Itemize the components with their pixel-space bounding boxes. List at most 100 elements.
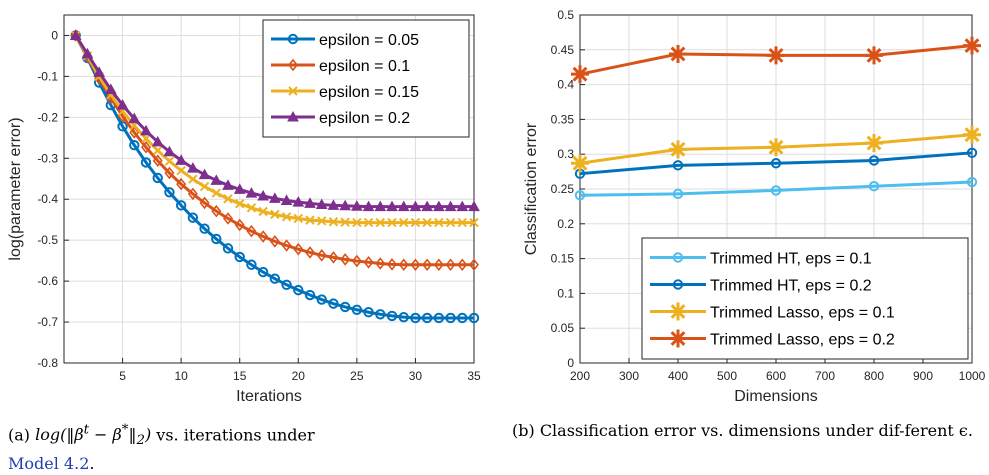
data-point <box>246 259 257 270</box>
caption-b: (b) Classification error vs. dimensions … <box>512 421 973 440</box>
data-point <box>422 217 432 228</box>
data-point <box>140 157 152 168</box>
data-point <box>868 155 880 166</box>
y-tick-label: -0.5 <box>37 233 58 247</box>
caption-a-rest: vs. iterations under <box>151 425 315 445</box>
data-point <box>386 258 398 271</box>
data-point <box>457 217 467 228</box>
data-point <box>304 246 316 259</box>
data-point <box>339 199 351 211</box>
data-point <box>280 194 293 205</box>
series-line <box>579 180 973 197</box>
data-point <box>304 197 316 208</box>
y-tick-label: 0.4 <box>557 78 574 92</box>
series-1 <box>574 176 978 201</box>
legend-marker <box>288 86 298 96</box>
data-point <box>105 83 117 95</box>
legend-marker <box>287 110 299 122</box>
legend-entry: epsilon = 0.1 <box>271 58 410 75</box>
legend: Trimmed HT, eps = 0.1 Trimmed HT, eps = 0… <box>641 237 969 360</box>
data-point <box>363 217 374 228</box>
data-point <box>222 179 234 190</box>
data-point <box>187 212 199 223</box>
data-point <box>328 217 339 227</box>
data-point <box>293 242 304 256</box>
data-point <box>116 99 129 110</box>
data-point <box>422 258 433 272</box>
x-tick-label: 300 <box>619 369 639 383</box>
x-tick-label: 200 <box>570 369 590 383</box>
data-point <box>140 124 152 136</box>
y-tick-label: 0 <box>51 28 58 42</box>
y-tick-label: -0.1 <box>37 69 58 83</box>
data-point <box>340 217 350 227</box>
data-point <box>269 192 281 203</box>
chart-a: 5 10 15 20 25 30 35 0 -0.1 -0.2 -0.3 -0.4 -0.5 -0.6 -0… <box>7 14 481 405</box>
y-tick-label: -0.7 <box>37 315 58 329</box>
y-tick-label: 0.2 <box>557 217 574 231</box>
data-point <box>434 217 444 228</box>
legend-entry: epsilon = 0.15 <box>271 84 419 101</box>
legend-marker <box>287 58 299 72</box>
data-point <box>210 174 223 185</box>
caption-a-dot: . <box>89 453 95 473</box>
caption-a-expression: log(‖βt − β*‖2) <box>35 423 151 449</box>
data-point <box>339 301 351 313</box>
data-point <box>398 258 409 272</box>
caption-a-sub2: 2 <box>136 433 145 449</box>
x-axis-label: Iterations <box>236 388 302 405</box>
data-point <box>457 258 468 272</box>
data-point <box>340 253 351 266</box>
legend: epsilon = 0.05 epsilon = 0.1 epsilon = 0.1… <box>262 19 470 138</box>
data-point <box>571 154 589 173</box>
legend-entry: Trimmed HT, eps = 0.1 <box>650 251 872 268</box>
data-point <box>257 266 269 278</box>
data-point <box>246 224 257 238</box>
data-point <box>963 36 981 55</box>
data-point <box>175 200 187 211</box>
data-point <box>410 312 421 324</box>
legend-label: Trimmed HT, eps = 0.1 <box>710 251 872 268</box>
x-tick-label: 20 <box>292 369 306 383</box>
data-point <box>397 200 410 212</box>
x-tick-label: 800 <box>864 369 884 383</box>
data-point <box>469 217 479 228</box>
data-point <box>152 172 163 184</box>
model-link[interactable]: Model 4.2 <box>8 453 90 473</box>
data-point <box>164 187 175 198</box>
data-point <box>362 200 375 212</box>
data-point <box>669 44 687 63</box>
chart-b: 200 300 400 500 600 700 800 900 1000 0 0.05 0.1 0.15… <box>523 8 986 405</box>
data-point <box>164 166 175 180</box>
data-point <box>374 200 387 212</box>
y-tick-label: -0.2 <box>37 110 58 124</box>
data-point <box>468 258 480 272</box>
data-point <box>258 230 269 243</box>
data-point <box>433 258 444 272</box>
data-point <box>293 284 304 296</box>
data-point <box>188 174 198 184</box>
data-point <box>767 46 785 65</box>
legend-label: Trimmed HT, eps = 0.2 <box>710 278 872 295</box>
data-point <box>457 312 468 324</box>
data-point <box>164 156 175 166</box>
data-point <box>456 200 469 212</box>
data-point <box>281 279 292 291</box>
series-4 <box>571 36 981 84</box>
legend-entry: Trimmed HT, eps = 0.2 <box>650 278 872 295</box>
data-point <box>445 217 456 228</box>
data-point <box>152 154 163 168</box>
x-axis-label: Dimensions <box>734 388 818 405</box>
y-tick-label: 0.1 <box>557 286 574 300</box>
data-point <box>571 65 589 84</box>
x-tick-label: 1000 <box>959 369 986 383</box>
x-tick-label: 500 <box>717 369 737 383</box>
data-point <box>966 147 978 159</box>
data-point <box>433 200 445 212</box>
y-tick-label: 0.05 <box>551 321 575 335</box>
series-line <box>579 151 973 176</box>
data-point <box>770 185 782 196</box>
data-point <box>151 135 164 147</box>
data-point <box>258 206 268 217</box>
caption-a-close: ‖ <box>128 425 137 445</box>
